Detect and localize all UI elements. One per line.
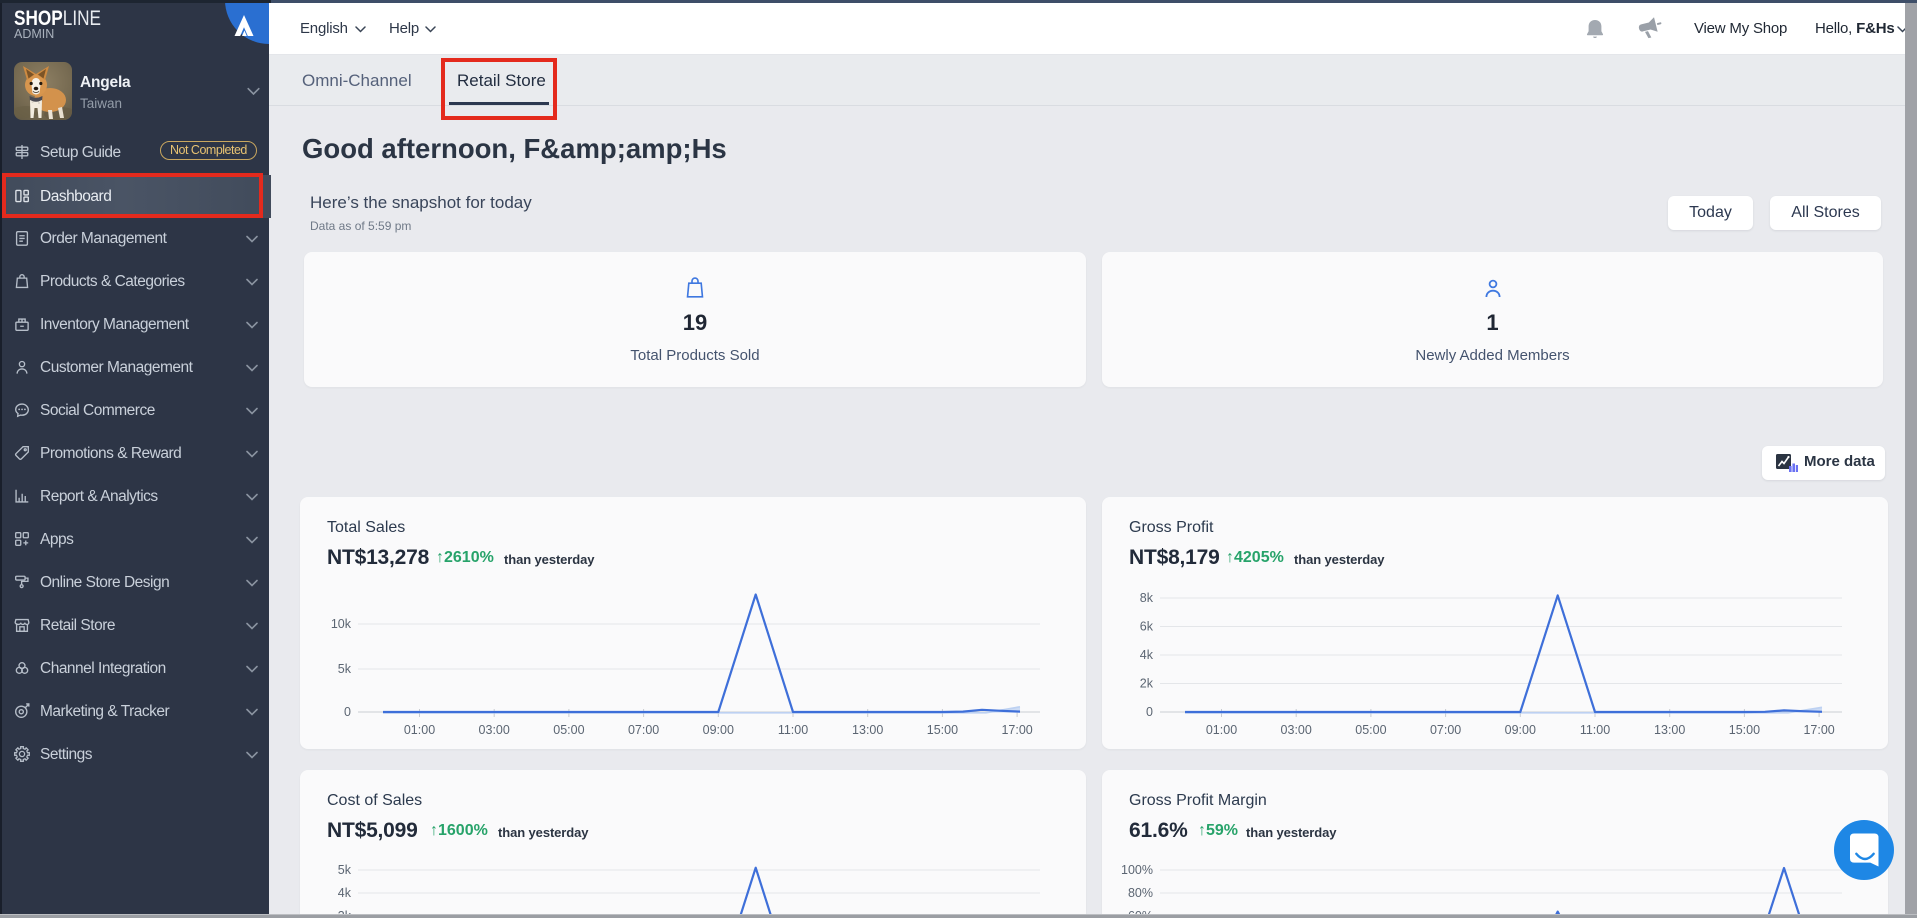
svg-text:09:00: 09:00	[1505, 723, 1536, 737]
svg-text:09:00: 09:00	[703, 723, 734, 737]
svg-text:11:00: 11:00	[778, 723, 808, 737]
svg-text:5k: 5k	[338, 863, 352, 877]
svg-text:05:00: 05:00	[1355, 723, 1386, 737]
svg-text:17:00: 17:00	[1803, 723, 1834, 737]
svg-text:0: 0	[344, 705, 351, 719]
svg-text:100%: 100%	[1121, 863, 1153, 877]
svg-text:6k: 6k	[1140, 620, 1154, 634]
svg-text:05:00: 05:00	[553, 723, 584, 737]
svg-text:60%: 60%	[1128, 909, 1153, 918]
svg-text:15:00: 15:00	[1729, 723, 1760, 737]
svg-text:03:00: 03:00	[1281, 723, 1312, 737]
svg-text:07:00: 07:00	[628, 723, 659, 737]
svg-text:4k: 4k	[1140, 648, 1154, 662]
svg-text:5k: 5k	[338, 662, 352, 676]
svg-text:01:00: 01:00	[1206, 723, 1237, 737]
svg-text:2k: 2k	[1140, 677, 1154, 691]
svg-text:10k: 10k	[331, 617, 352, 631]
svg-text:17:00: 17:00	[1001, 723, 1032, 737]
svg-text:3k: 3k	[338, 909, 352, 918]
svg-text:13:00: 13:00	[852, 723, 883, 737]
svg-text:03:00: 03:00	[479, 723, 510, 737]
svg-text:11:00: 11:00	[1580, 723, 1610, 737]
svg-text:07:00: 07:00	[1430, 723, 1461, 737]
svg-text:01:00: 01:00	[404, 723, 435, 737]
svg-text:13:00: 13:00	[1654, 723, 1685, 737]
svg-text:80%: 80%	[1128, 886, 1153, 900]
svg-text:8k: 8k	[1140, 591, 1154, 605]
svg-text:15:00: 15:00	[927, 723, 958, 737]
svg-text:0: 0	[1146, 705, 1153, 719]
svg-text:4k: 4k	[338, 886, 352, 900]
